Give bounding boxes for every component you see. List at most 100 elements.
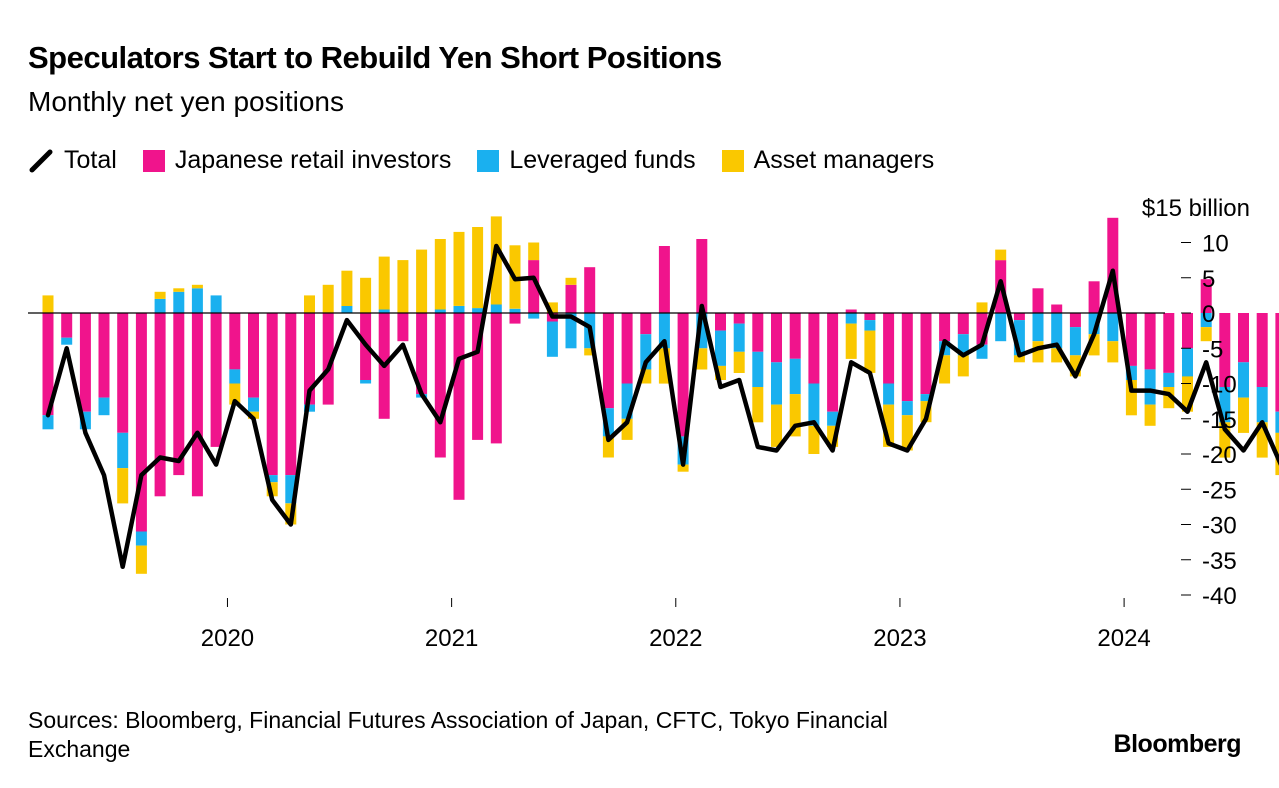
bar-segment — [565, 313, 577, 349]
bar-segment — [696, 313, 708, 349]
bar-segment — [173, 291, 185, 313]
bar-segment — [360, 277, 372, 314]
bar-segment — [98, 397, 110, 416]
bar-segment — [304, 295, 315, 313]
bar-segment — [602, 408, 614, 437]
bar-segment — [602, 313, 614, 409]
bar-segment — [584, 267, 596, 313]
x-tick-label: 2021 — [425, 625, 478, 652]
x-tick-label: 2023 — [873, 625, 926, 652]
bar-segment — [341, 270, 353, 306]
bar-segment — [752, 313, 764, 352]
y-tick-label: -10 — [1202, 372, 1237, 399]
bar-segment — [864, 330, 876, 373]
bar-segment — [1013, 320, 1025, 356]
bloomberg-logo: Bloomberg — [1113, 730, 1242, 758]
bar-segment — [789, 358, 801, 395]
x-tick-label: 2024 — [1097, 625, 1150, 652]
bar-segment — [341, 306, 353, 313]
bar-segment — [976, 302, 988, 313]
bar-segment — [490, 216, 502, 305]
bar-segment — [658, 348, 670, 384]
bar-segment — [565, 277, 577, 285]
bar-segment — [453, 306, 465, 313]
bar-segment — [1088, 313, 1100, 335]
bar-segment — [733, 323, 745, 352]
bar-segment — [827, 411, 839, 426]
bar-segment — [322, 284, 334, 313]
bar-segment — [901, 401, 913, 416]
bar-segment — [621, 383, 633, 419]
bar-segment — [304, 313, 315, 405]
bar-segment — [696, 348, 708, 370]
bar-segment — [957, 313, 969, 335]
bar-segment — [1013, 355, 1025, 363]
bar-segment — [117, 313, 129, 433]
y-tick-label: -35 — [1202, 548, 1237, 575]
bar-segment — [490, 304, 502, 313]
bar-segment — [995, 249, 1007, 261]
bar-segment — [715, 330, 726, 366]
bar-segment — [135, 545, 147, 574]
bar-segment — [248, 313, 259, 398]
bar-segment — [621, 418, 633, 440]
bar-segment — [1051, 304, 1063, 313]
bar-segment — [173, 288, 185, 292]
bar-segment — [1219, 422, 1231, 458]
bar-segment — [1069, 355, 1081, 377]
bar-segment — [677, 464, 689, 472]
bar-segment — [509, 313, 521, 324]
bar-group — [42, 216, 1279, 574]
bar-segment — [677, 313, 689, 437]
legend-label-total: Total — [64, 146, 117, 174]
legend-label-asset: Asset managers — [753, 146, 935, 174]
y-tick-label: -5 — [1202, 336, 1223, 363]
bar-segment — [546, 302, 558, 313]
bar-segment — [229, 369, 241, 384]
bar-segment — [248, 411, 259, 419]
bar-segment — [1163, 372, 1175, 387]
bar-segment — [939, 355, 951, 384]
bar-segment — [528, 313, 540, 319]
chart-title: Speculators Start to Rebuild Yen Short P… — [28, 40, 722, 75]
bar-segment — [472, 227, 484, 309]
bar-segment — [883, 383, 895, 405]
bar-segment — [602, 436, 614, 458]
bar-segment — [957, 355, 969, 377]
bar-segment — [191, 313, 203, 497]
bar-segment — [1144, 369, 1156, 405]
bar-segment — [658, 246, 670, 313]
bar-segment — [135, 313, 147, 532]
legend-item-asset: Asset managers — [721, 146, 935, 175]
bar-segment — [640, 369, 652, 384]
bar-segment — [771, 404, 782, 447]
bar-segment — [490, 313, 502, 444]
bar-segment — [509, 308, 521, 313]
bar-segment — [733, 351, 745, 373]
legend-label-leveraged: Leveraged funds — [509, 146, 696, 174]
bar-segment — [939, 313, 951, 342]
bar-segment — [416, 313, 428, 395]
leveraged-swatch-icon — [477, 149, 500, 172]
bar-segment — [154, 313, 166, 497]
bar-segment — [920, 313, 932, 395]
y-tick-label: -25 — [1202, 477, 1237, 504]
bar-segment — [1032, 288, 1044, 313]
bar-segment — [229, 383, 241, 405]
line-swatch-icon — [29, 149, 53, 172]
bar-segment — [901, 415, 913, 451]
bar-segment — [901, 313, 913, 402]
bar-segment — [1088, 281, 1100, 313]
bar-segment — [1238, 313, 1249, 363]
bar-segment — [210, 295, 222, 313]
bar-segment — [789, 313, 801, 359]
bar-segment — [1256, 313, 1268, 387]
bar-segment — [1107, 341, 1119, 363]
bar-segment — [1107, 313, 1119, 342]
bar-segment — [752, 351, 764, 387]
y-tick-label: -30 — [1202, 513, 1237, 540]
bar-segment — [154, 298, 166, 313]
bar-segment — [304, 404, 315, 412]
bar-segment — [528, 260, 540, 313]
bar-segment — [285, 475, 297, 504]
